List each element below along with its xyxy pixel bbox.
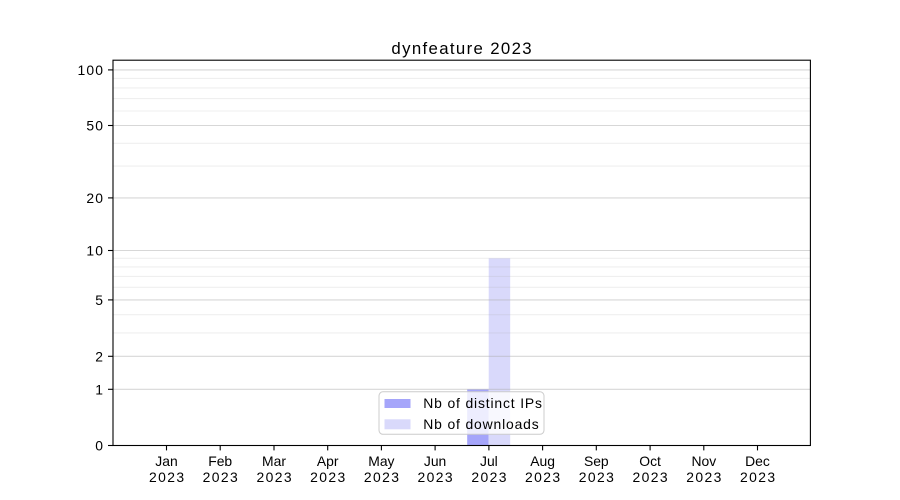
svg-text:Sep: Sep xyxy=(584,453,609,469)
svg-text:2023: 2023 xyxy=(525,469,562,485)
svg-text:Aug: Aug xyxy=(530,453,555,469)
svg-text:20: 20 xyxy=(86,190,104,206)
svg-text:2023: 2023 xyxy=(418,469,455,485)
svg-text:2023: 2023 xyxy=(310,469,347,485)
svg-text:Feb: Feb xyxy=(208,453,232,469)
svg-text:100: 100 xyxy=(78,62,105,78)
svg-text:2: 2 xyxy=(95,348,104,364)
svg-text:2023: 2023 xyxy=(471,469,508,485)
svg-text:2023: 2023 xyxy=(686,469,723,485)
svg-text:Jul: Jul xyxy=(480,453,498,469)
svg-text:2023: 2023 xyxy=(203,469,240,485)
svg-text:2023: 2023 xyxy=(633,469,670,485)
svg-text:Jun: Jun xyxy=(424,453,446,469)
svg-text:5: 5 xyxy=(95,292,104,308)
svg-text:Nb of downloads: Nb of downloads xyxy=(423,416,539,432)
svg-text:50: 50 xyxy=(86,118,104,134)
svg-text:dynfeature 2023: dynfeature 2023 xyxy=(391,39,533,58)
svg-text:May: May xyxy=(368,453,394,469)
svg-text:2023: 2023 xyxy=(256,469,293,485)
svg-text:2023: 2023 xyxy=(740,469,777,485)
svg-text:Nb of distinct IPs: Nb of distinct IPs xyxy=(423,395,543,411)
svg-text:Mar: Mar xyxy=(262,453,286,469)
svg-text:2023: 2023 xyxy=(149,469,186,485)
svg-text:2023: 2023 xyxy=(364,469,401,485)
svg-text:Apr: Apr xyxy=(317,453,339,469)
svg-text:0: 0 xyxy=(95,438,104,454)
svg-text:2023: 2023 xyxy=(579,469,616,485)
svg-text:1: 1 xyxy=(95,381,104,397)
svg-text:Dec: Dec xyxy=(745,453,770,469)
svg-text:Jan: Jan xyxy=(155,453,177,469)
svg-text:Nov: Nov xyxy=(691,453,716,469)
svg-text:10: 10 xyxy=(86,243,104,259)
svg-text:Oct: Oct xyxy=(639,453,661,469)
